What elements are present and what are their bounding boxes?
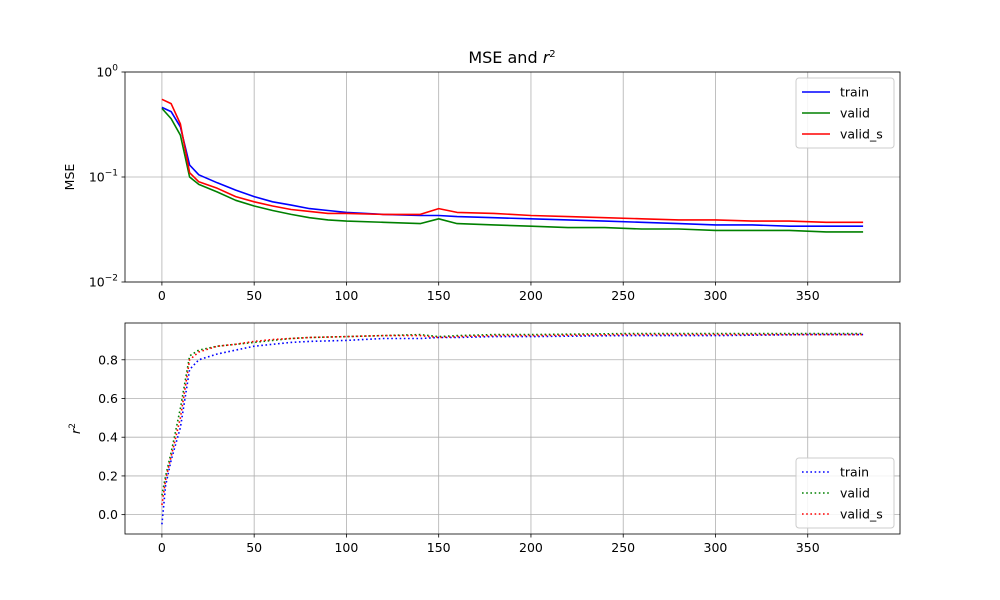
x-tick-label: 350 <box>796 540 820 555</box>
x-tick-label: 50 <box>246 288 262 303</box>
x-tick-label: 150 <box>427 540 451 555</box>
chart-title-symbol: r <box>543 48 551 67</box>
legend-label-train: train <box>840 465 869 480</box>
r2-ticks: 0 50 100 150 200 250 300 350 0.0 0.2 0.4 0.6 0.8 <box>98 352 820 555</box>
x-tick-label: 300 <box>704 288 728 303</box>
x-tick-label: 50 <box>246 540 262 555</box>
r2-plot-area <box>125 323 900 534</box>
x-tick-label: 0 <box>158 288 166 303</box>
x-tick-label: 100 <box>334 540 358 555</box>
r2-grid <box>125 323 900 534</box>
legend-box <box>795 77 895 149</box>
y-tick-label: 0.0 <box>98 507 118 522</box>
y-tick-label: 0.2 <box>98 468 118 483</box>
x-tick-label: 200 <box>519 288 543 303</box>
legend-label-valid: valid <box>840 486 870 501</box>
y-tick-label: 0.4 <box>98 430 118 445</box>
r2-axes-border <box>124 322 901 535</box>
x-tick-label: 350 <box>796 288 820 303</box>
y-tick-label: 10−1 <box>89 169 118 185</box>
chart-title: MSE and r2 <box>468 48 555 67</box>
mse-ticks: 0 50 100 150 200 250 300 350 10−2 10−1 100 <box>89 64 820 304</box>
chart-title-superscript: 2 <box>549 49 555 60</box>
r2-legend: train valid valid_s <box>795 457 895 529</box>
legend-label-valid: valid <box>840 106 870 121</box>
r2-y-axis-label: r2 <box>68 423 83 434</box>
x-tick-label: 200 <box>519 540 543 555</box>
series-line-valid <box>161 107 864 233</box>
series-line-valid <box>161 332 864 496</box>
mse-legend: train valid valid_s <box>795 77 895 149</box>
mse-lines <box>161 98 864 233</box>
legend-box <box>795 457 895 529</box>
y-tick-label: 0.6 <box>98 391 118 406</box>
series-line-valid_s <box>161 98 864 224</box>
legend-label-valid_s: valid_s <box>840 507 883 522</box>
legend-label-valid_s: valid_s <box>840 127 883 142</box>
y-tick-label: 0.8 <box>98 352 118 367</box>
x-tick-label: 250 <box>611 288 635 303</box>
y-tick-label: 10−2 <box>89 274 118 290</box>
x-tick-label: 150 <box>427 288 451 303</box>
x-tick-label: 250 <box>611 540 635 555</box>
chart-title-main: MSE and <box>468 48 542 67</box>
r2-lines <box>161 332 864 525</box>
x-tick-label: 100 <box>334 288 358 303</box>
x-tick-label: 300 <box>704 540 728 555</box>
y-tick-label: 100 <box>96 64 118 80</box>
mse-y-axis-label: MSE <box>62 164 77 191</box>
x-tick-label: 0 <box>158 540 166 555</box>
legend-label-train: train <box>840 85 869 100</box>
mse-panel: 0 50 100 150 200 250 300 350 10−2 10−1 100 MSE tra… <box>62 64 901 304</box>
